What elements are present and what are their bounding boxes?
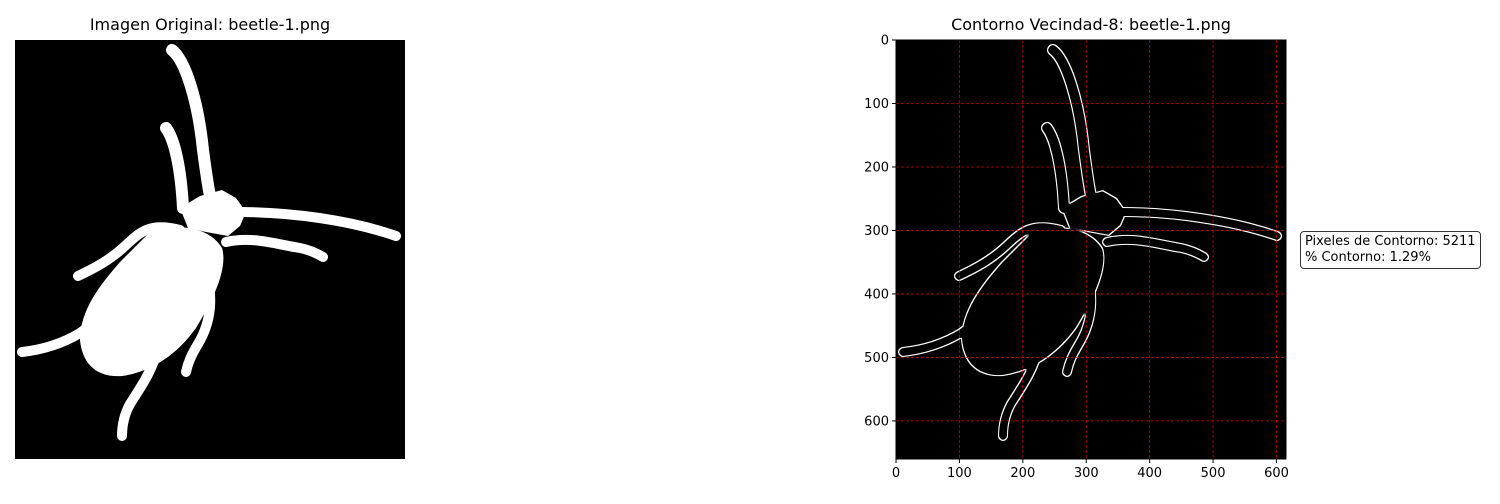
y-tick-label: 400: [864, 287, 889, 302]
x-tick-4: 400: [1137, 459, 1162, 481]
y-tick-5: 500: [864, 351, 896, 366]
grid-lines: [896, 40, 1286, 459]
x-tick-label: 200: [1010, 466, 1035, 481]
contour-percent: % Contorno: 1.29%: [1305, 250, 1431, 265]
x-tick-label: 400: [1137, 466, 1162, 481]
original-image-title: Imagen Original: beetle-1.png: [89, 15, 331, 34]
y-tick-1: 100: [864, 97, 896, 112]
y-tick-3: 300: [864, 224, 896, 239]
original-image-panel: [15, 40, 405, 459]
y-tick-label: 300: [864, 224, 889, 239]
x-tick-6: 600: [1264, 459, 1289, 481]
x-tick-3: 300: [1074, 459, 1099, 481]
contour-axes-frame: [895, 39, 1287, 460]
x-tick-2: 200: [1010, 459, 1035, 481]
x-tick-1: 100: [947, 459, 972, 481]
y-tick-label: 200: [864, 160, 889, 175]
y-tick-label: 0: [881, 34, 889, 49]
x-axis: 0 100 200 300 400 500 600: [892, 459, 1289, 481]
x-tick-label: 0: [892, 466, 900, 481]
y-tick-label: 500: [864, 351, 889, 366]
contour-pixel-count: Pixeles de Contorno: 5211: [1305, 234, 1476, 249]
y-tick-2: 200: [864, 160, 896, 175]
y-axis: 0 100 200 300 400 500 600: [864, 34, 896, 429]
y-tick-4: 400: [864, 287, 896, 302]
contour-image-title: Contorno Vecindad-8: beetle-1.png: [951, 15, 1231, 34]
x-tick-label: 100: [947, 466, 972, 481]
x-tick-5: 500: [1201, 459, 1226, 481]
y-tick-6: 600: [864, 414, 896, 429]
contour-image-panel: 0 100 200 300 400 500 600 0 100 200 300 400 500 600: [864, 34, 1289, 482]
x-tick-label: 600: [1264, 466, 1289, 481]
contour-stats-box: Pixeles de Contorno: 5211 % Contorno: 1.…: [1300, 231, 1481, 269]
y-tick-0: 0: [881, 34, 896, 49]
x-tick-0: 0: [892, 459, 900, 481]
x-tick-label: 500: [1201, 466, 1226, 481]
y-tick-label: 600: [864, 414, 889, 429]
y-tick-label: 100: [864, 97, 889, 112]
x-tick-label: 300: [1074, 466, 1099, 481]
